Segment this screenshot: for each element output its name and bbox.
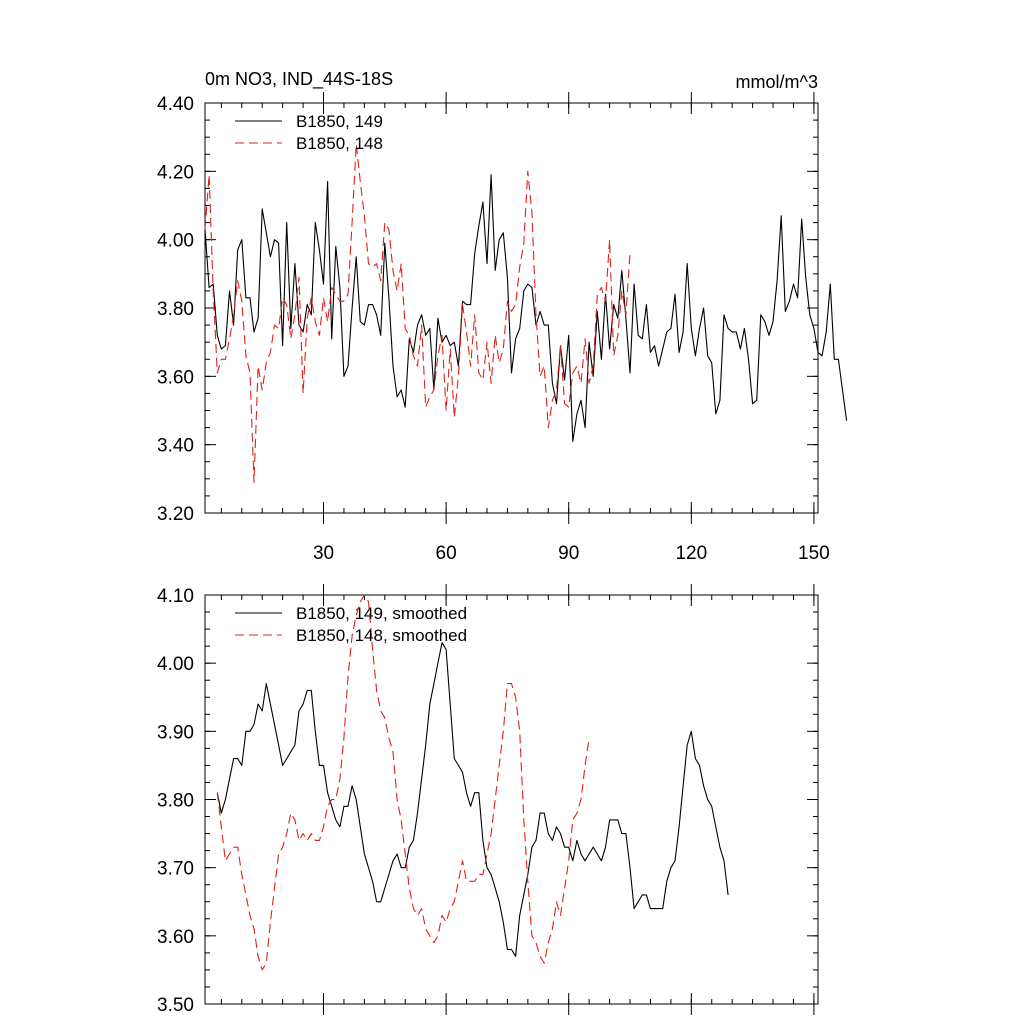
legend-label: B1850, 149, smoothed [296, 604, 467, 623]
chart-panel-1: 3.20 3.40 3.60 3.80 4.00 4.20 4.40 30 60 90 120 150… [157, 69, 848, 564]
chart-panel-2: 3.50 3.60 3.70 3.80 3.90 4.00 4.10 B1850, 149, … [157, 584, 819, 1016]
y-tick-label: 3.50 [157, 995, 194, 1016]
y-tick-label: 3.80 [157, 299, 194, 320]
y-tick-label: 4.20 [157, 162, 194, 183]
chart-units: mmol/m^3 [736, 72, 818, 92]
y-tick-label: 4.00 [157, 654, 194, 675]
y-tick-label: 4.00 [157, 231, 194, 252]
y-tick-label: 3.80 [157, 791, 194, 812]
x-tick-label: 60 [436, 543, 457, 564]
series-line-2 [216, 594, 590, 971]
y-tick-label: 3.20 [157, 504, 194, 525]
plot-frame [204, 594, 819, 1005]
plot-frame [204, 102, 819, 514]
x-tick-label: 30 [313, 543, 334, 564]
x-tick-label: 90 [558, 543, 579, 564]
x-tick-label: 120 [675, 543, 707, 564]
y-tick-label: 3.70 [157, 859, 194, 880]
y-tick-label: 3.60 [157, 927, 194, 948]
y-tick-label: 4.10 [157, 586, 194, 607]
y-tick-label: 3.90 [157, 722, 194, 743]
y-tick-label: 3.40 [157, 436, 194, 457]
y-tick-label: 3.60 [157, 367, 194, 388]
series-line-1 [216, 642, 729, 957]
chart-title: 0m NO3, IND_44S-18S [205, 69, 393, 90]
series-line-2 [204, 143, 631, 483]
legend-label: B1850, 149 [296, 112, 383, 131]
x-tick-label: 150 [798, 543, 830, 564]
legend-label: B1850, 148, smoothed [296, 626, 467, 645]
legend-label: B1850, 148 [296, 134, 383, 153]
y-tick-label: 4.40 [157, 94, 194, 115]
series-line-1 [204, 174, 848, 442]
